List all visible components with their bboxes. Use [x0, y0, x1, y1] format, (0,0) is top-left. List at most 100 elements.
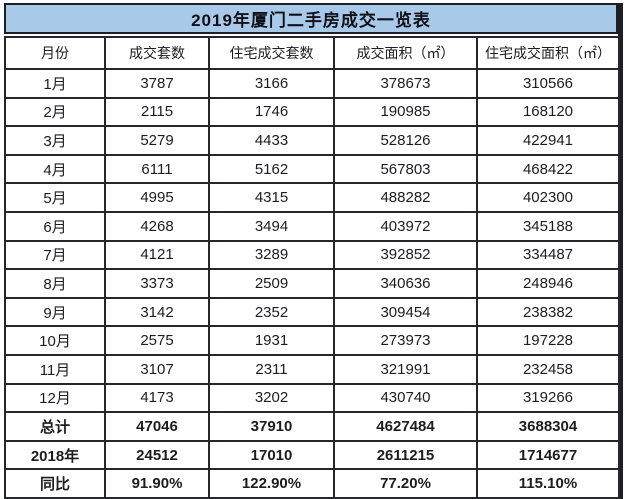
table-cell: 190985 — [333, 96, 478, 128]
summary-row: 同比 91.90% 122.90% 77.20% 115.10% — [4, 468, 620, 499]
data-row: 9月 3142 2352 309454 238382 — [4, 296, 620, 328]
table-cell: 1月 — [4, 68, 106, 99]
table-body: 1月 3787 3166 378673 310566 2月 2115 1746 190985 16… — [4, 68, 620, 499]
header-cell: 成交套数 — [104, 36, 210, 70]
table-cell: 8月 — [4, 268, 106, 299]
table-cell: 4315 — [208, 182, 335, 213]
table-cell: 4173 — [104, 382, 210, 414]
table-cell: 248946 — [476, 268, 620, 299]
data-row: 2月 2115 1746 190985 168120 — [4, 96, 620, 128]
table-cell: 3166 — [208, 68, 335, 99]
summary-row: 总计 47046 37910 4627484 3688304 — [4, 411, 620, 442]
data-row: 6月 4268 3494 403972 345188 — [4, 210, 620, 242]
table-cell: 2611215 — [333, 439, 478, 471]
table-cell: 122.90% — [208, 468, 335, 499]
table-cell: 168120 — [476, 96, 620, 128]
table-cell: 6月 — [4, 210, 106, 242]
table-cell: 2115 — [104, 96, 210, 128]
table-cell: 115.10% — [476, 468, 620, 499]
table-cell: 321991 — [333, 353, 478, 385]
table-cell: 567803 — [333, 153, 478, 185]
table-cell: 24512 — [104, 439, 210, 471]
table-cell: 11月 — [4, 353, 106, 385]
table-cell: 402300 — [476, 182, 620, 213]
table-cell: 6111 — [104, 153, 210, 185]
table-cell: 2575 — [104, 325, 210, 356]
table-cell: 488282 — [333, 182, 478, 213]
table-cell: 10月 — [4, 325, 106, 356]
table-cell: 403972 — [333, 210, 478, 242]
table-title-bar: 2019年厦门二手房成交一览表 — [4, 3, 618, 34]
table-cell: 4月 — [4, 153, 106, 185]
header-cell: 住宅成交面积（㎡） — [476, 36, 620, 70]
table-cell: 528126 — [333, 125, 478, 156]
table-cell: 47046 — [104, 411, 210, 442]
table-cell: 3月 — [4, 125, 106, 156]
table-frame: 2019年厦门二手房成交一览表 月份 成交套数 住宅成交套数 成交面积（㎡） 住宅成交面… — [4, 3, 620, 499]
table-cell: 3202 — [208, 382, 335, 414]
table-cell: 3688304 — [476, 411, 620, 442]
table-cell: 392852 — [333, 239, 478, 271]
header-cell: 成交面积（㎡） — [333, 36, 478, 70]
table-cell: 430740 — [333, 382, 478, 414]
table-cell: 2月 — [4, 96, 106, 128]
table-cell: 4433 — [208, 125, 335, 156]
table-cell: 340636 — [333, 268, 478, 299]
table-cell: 319266 — [476, 382, 620, 414]
table-cell: 77.20% — [333, 468, 478, 499]
table-cell: 17010 — [208, 439, 335, 471]
table-cell: 3289 — [208, 239, 335, 271]
table-cell: 3787 — [104, 68, 210, 99]
table-cell: 3107 — [104, 353, 210, 385]
data-row: 7月 4121 3289 392852 334487 — [4, 239, 620, 271]
data-row: 4月 6111 5162 567803 468422 — [4, 153, 620, 185]
table-title: 2019年厦门二手房成交一览表 — [191, 11, 431, 30]
table-cell: 7月 — [4, 239, 106, 271]
data-row: 8月 3373 2509 340636 248946 — [4, 268, 620, 299]
summary-row: 2018年 24512 17010 2611215 1714677 — [4, 439, 620, 471]
table-cell: 2509 — [208, 268, 335, 299]
table-cell: 4268 — [104, 210, 210, 242]
data-row: 11月 3107 2311 321991 232458 — [4, 353, 620, 385]
table-cell: 345188 — [476, 210, 620, 242]
data-row: 12月 4173 3202 430740 319266 — [4, 382, 620, 414]
table-cell: 2018年 — [4, 439, 106, 471]
table-cell: 5279 — [104, 125, 210, 156]
table-cell: 334487 — [476, 239, 620, 271]
table-cell: 1746 — [208, 96, 335, 128]
table-cell: 5月 — [4, 182, 106, 213]
table-cell: 310566 — [476, 68, 620, 99]
table-cell: 37910 — [208, 411, 335, 442]
table-cell: 5162 — [208, 153, 335, 185]
table-cell: 同比 — [4, 468, 106, 499]
data-row: 3月 5279 4433 528126 422941 — [4, 125, 620, 156]
header-cell: 月份 — [4, 36, 106, 70]
table-cell: 4995 — [104, 182, 210, 213]
table-cell: 197228 — [476, 325, 620, 356]
table-cell: 238382 — [476, 296, 620, 328]
data-row: 1月 3787 3166 378673 310566 — [4, 68, 620, 99]
table-cell: 309454 — [333, 296, 478, 328]
table-cell: 273973 — [333, 325, 478, 356]
header-row: 月份 成交套数 住宅成交套数 成交面积（㎡） 住宅成交面积（㎡） — [4, 36, 620, 70]
table-cell: 3142 — [104, 296, 210, 328]
table-cell: 4121 — [104, 239, 210, 271]
header-cell: 住宅成交套数 — [208, 36, 335, 70]
data-row: 10月 2575 1931 273973 197228 — [4, 325, 620, 356]
table-cell: 91.90% — [104, 468, 210, 499]
table-cell: 1931 — [208, 325, 335, 356]
table-cell: 2311 — [208, 353, 335, 385]
table-cell: 总计 — [4, 411, 106, 442]
table-cell: 4627484 — [333, 411, 478, 442]
table-cell: 422941 — [476, 125, 620, 156]
table-cell: 3494 — [208, 210, 335, 242]
table-cell: 468422 — [476, 153, 620, 185]
table-cell: 9月 — [4, 296, 106, 328]
table-cell: 378673 — [333, 68, 478, 99]
table-cell: 1714677 — [476, 439, 620, 471]
table-cell: 3373 — [104, 268, 210, 299]
table-cell: 12月 — [4, 382, 106, 414]
transactions-table: 月份 成交套数 住宅成交套数 成交面积（㎡） 住宅成交面积（㎡） 1月 3787 3166 3… — [4, 36, 620, 499]
table-cell: 232458 — [476, 353, 620, 385]
